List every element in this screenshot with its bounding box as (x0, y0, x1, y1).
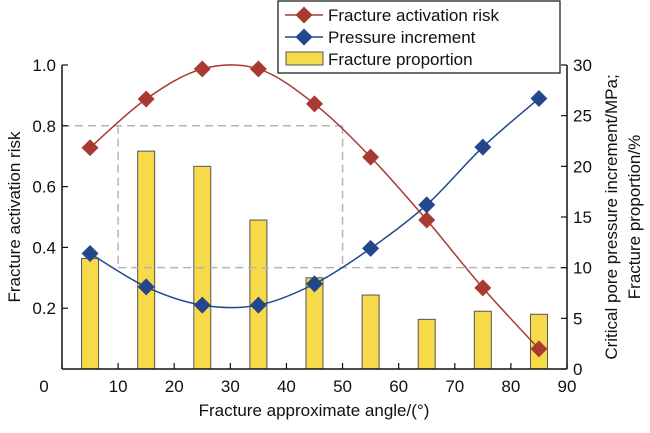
pressure-increment-point (249, 296, 267, 314)
right-axis-label-1: Critical pore pressure increment/MPa; (602, 74, 621, 359)
pressure-increment-point (137, 278, 155, 296)
fracture-activation-risk-point (249, 60, 267, 78)
x-tick-label: 0 (39, 377, 48, 396)
x-axis-label: Fracture approximate angle/(°) (199, 401, 430, 420)
left-tick-label: 0.6 (32, 178, 56, 197)
x-tick-label: 20 (165, 377, 184, 396)
pressure-increment-point (474, 138, 492, 156)
legend-label-risk: Fracture activation risk (328, 6, 499, 25)
pressure-increment-point (530, 89, 548, 107)
legend: Fracture activation risk Pressure increm… (277, 0, 561, 74)
right-tick-label: 30 (573, 56, 592, 75)
bar (417, 318, 436, 370)
pressure-increment-point (418, 196, 436, 214)
fracture-activation-risk-point (193, 60, 211, 78)
bar (137, 150, 156, 370)
left-axis-label: Fracture activation risk (5, 131, 24, 302)
bar (473, 310, 492, 370)
left-tick-label: 1.0 (32, 56, 56, 75)
bars-layer (81, 150, 548, 370)
ticks-layer: 0 10 20 30 40 50 60 70 80 90 0.2 0.4 0.6 0.8 1.0 0 5 10 15… (32, 56, 592, 396)
fracture-activation-risk-point (474, 279, 492, 297)
pressure-increment-point (81, 244, 99, 262)
bar (81, 258, 100, 370)
left-tick-label: 0.4 (32, 238, 56, 257)
legend-label-proportion: Fracture proportion (328, 50, 473, 69)
fracture-activation-risk-point (137, 90, 155, 108)
legend-box (277, 0, 561, 74)
fracture-activation-risk-point (306, 95, 323, 113)
x-tick-label: 10 (109, 377, 128, 396)
legend-marker-proportion (285, 51, 324, 66)
fracture-activation-risk-point (362, 148, 380, 166)
right-tick-label: 5 (573, 309, 582, 328)
fracture-activation-risk-point (530, 340, 548, 358)
lines-layer (81, 60, 548, 358)
pressure-increment-point (193, 296, 211, 314)
left-tick-label: 0.2 (32, 299, 56, 318)
fracture-activation-risk-point (418, 211, 436, 229)
x-tick-label: 60 (389, 377, 408, 396)
right-tick-label: 25 (573, 107, 592, 126)
x-tick-label: 80 (501, 377, 520, 396)
legend-label-pressure: Pressure increment (328, 28, 476, 47)
bar (249, 219, 268, 370)
x-tick-label: 90 (558, 377, 577, 396)
x-tick-label: 40 (277, 377, 296, 396)
right-tick-label: 0 (573, 360, 582, 379)
x-tick-label: 30 (221, 377, 240, 396)
right-tick-label: 10 (573, 259, 592, 278)
fracture-activation-risk-line (89, 64, 540, 350)
pressure-increment-point (306, 275, 323, 293)
left-tick-label: 0.8 (32, 117, 56, 136)
bar (361, 294, 380, 370)
x-tick-label: 70 (445, 377, 464, 396)
right-tick-label: 15 (573, 208, 592, 227)
right-tick-label: 20 (573, 157, 592, 176)
fracture-activation-risk-point (81, 139, 99, 157)
x-tick-label: 50 (333, 377, 352, 396)
pressure-increment-point (362, 239, 380, 257)
right-axis-label-2: Fracture proportion/% (625, 135, 644, 299)
